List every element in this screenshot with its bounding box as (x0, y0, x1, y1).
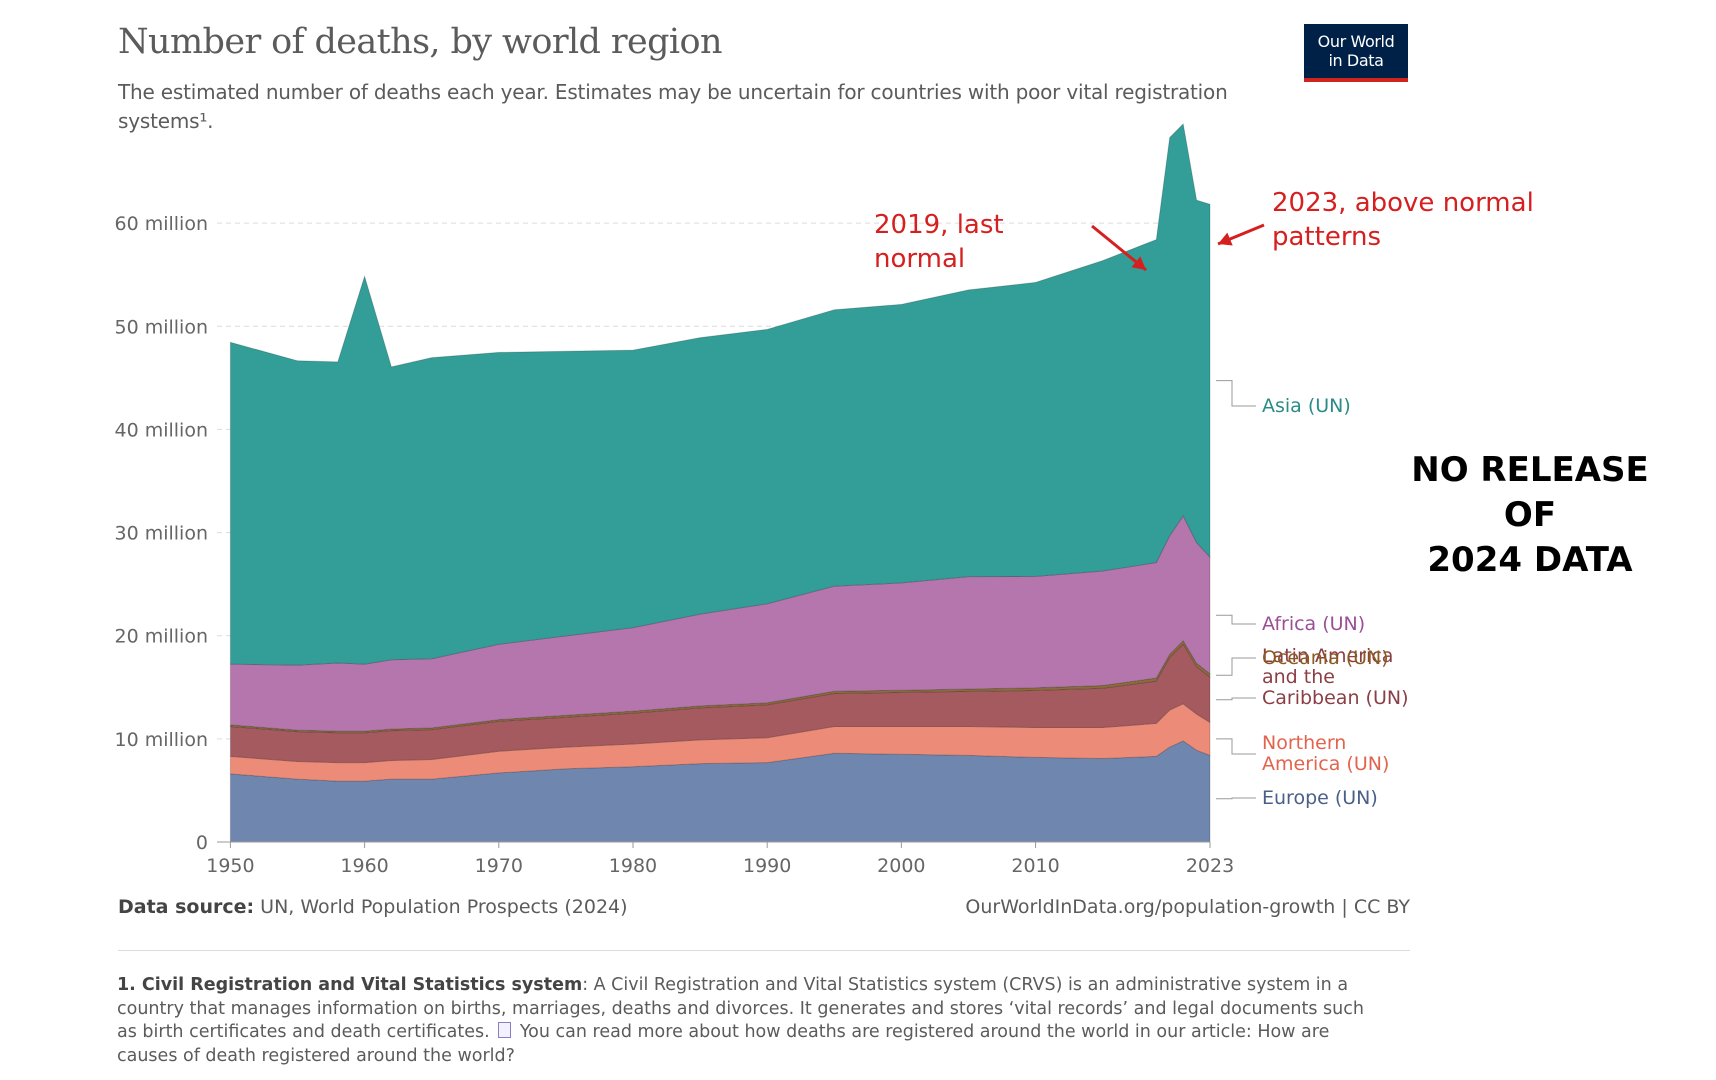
y-tick-label: 10 million (114, 729, 208, 751)
y-tick-label: 20 million (114, 626, 208, 648)
y-tick-label: 40 million (114, 419, 208, 441)
footnote-label: 1. Civil Registration and Vital Statisti… (117, 975, 583, 995)
x-tick-label: 1980 (609, 855, 657, 877)
legend-label: Latin America and the Caribbean (UN) (1262, 645, 1408, 709)
owid-logo[interactable]: Our World in Data (1304, 24, 1408, 82)
annotation-2023: 2023, above normal patterns (1272, 186, 1534, 254)
x-tick-label: 1990 (743, 855, 791, 877)
x-axis-labels: 1950 1960 1970 1980 1990 2000 2010 2023 (206, 855, 1234, 877)
legend-connector (1216, 738, 1256, 755)
y-tick-label: 50 million (114, 316, 208, 338)
y-axis-labels: 0 10 million 20 million 30 million 40 millio… (114, 213, 208, 854)
x-tick-label: 2000 (877, 855, 925, 877)
x-tick-label: 2010 (1011, 855, 1059, 877)
data-source-label: Data source: (118, 896, 255, 918)
annotation-2019-line-2: normal (874, 244, 966, 274)
annotation-arrowhead (1218, 232, 1233, 246)
area-series (229, 122, 1211, 843)
legend-label: Europe (UN) (1262, 787, 1378, 809)
data-source-text: UN, World Population Prospects (2024) (260, 896, 628, 918)
legend-connector (1216, 697, 1256, 701)
legend-label: Africa (UN) (1262, 613, 1365, 635)
legend-connector (1216, 797, 1256, 800)
annotation-2023-line-2: patterns (1272, 222, 1382, 252)
page-subtitle: The estimated number of deaths each year… (118, 80, 1228, 133)
footnote-article-link[interactable]: You can read more about how deaths are r… (117, 1022, 1330, 1066)
annotation-arrows (1091, 223, 1265, 272)
logo-line-2: in Data (1328, 51, 1384, 70)
source-url-link[interactable]: OurWorldInData.org/population-growth | C… (965, 896, 1410, 918)
data-source: Data source: UN, World Population Prospe… (118, 896, 628, 918)
annotation-2023-line-1: 2023, above normal (1272, 188, 1534, 218)
stamp-line-1: NO RELEASE (1411, 450, 1649, 490)
legend-connector (1216, 614, 1256, 625)
legend-connector (1216, 657, 1256, 676)
x-axis (217, 841, 1211, 848)
y-tick-label: 0 (196, 832, 208, 854)
legend: Europe (UN) Northern America (UN) Latin Ame… (1216, 380, 1408, 809)
footnote: 1. Civil Registration and Vital Statisti… (117, 974, 1377, 1068)
area-asia-un (229, 122, 1211, 666)
stamp-line-3: 2024 DATA (1427, 540, 1633, 580)
footer-divider (118, 950, 1410, 951)
x-tick-label: 2023 (1186, 855, 1234, 877)
no-release-stamp: NO RELEASE OF 2024 DATA (1360, 448, 1700, 583)
legend-label: Asia (UN) (1262, 395, 1351, 417)
stamp-line-2: OF (1503, 495, 1557, 535)
legend-connector (1216, 380, 1256, 407)
x-tick-label: 1960 (340, 855, 388, 877)
y-tick-label: 60 million (114, 213, 208, 235)
annotation-2019: 2019, last normal (874, 208, 1004, 276)
y-tick-label: 30 million (114, 523, 208, 545)
legend-label: Northern America (UN) (1262, 732, 1389, 775)
annotation-2019-line-1: 2019, last (874, 210, 1004, 240)
annotation-arrowhead (1131, 256, 1146, 270)
legend-label: Oceania (UN) (1262, 647, 1389, 669)
logo-line-1: Our World (1317, 32, 1395, 51)
x-tick-label: 1970 (475, 855, 523, 877)
stacked-area-chart: 0 10 million 20 million 30 million 40 millio… (114, 122, 1408, 877)
page-title: Number of deaths, by world region (118, 22, 723, 62)
document-icon (498, 1022, 512, 1038)
x-tick-label: 1950 (206, 855, 254, 877)
footnote-text: : A Civil Registration and Vital Statist… (117, 975, 1364, 1042)
